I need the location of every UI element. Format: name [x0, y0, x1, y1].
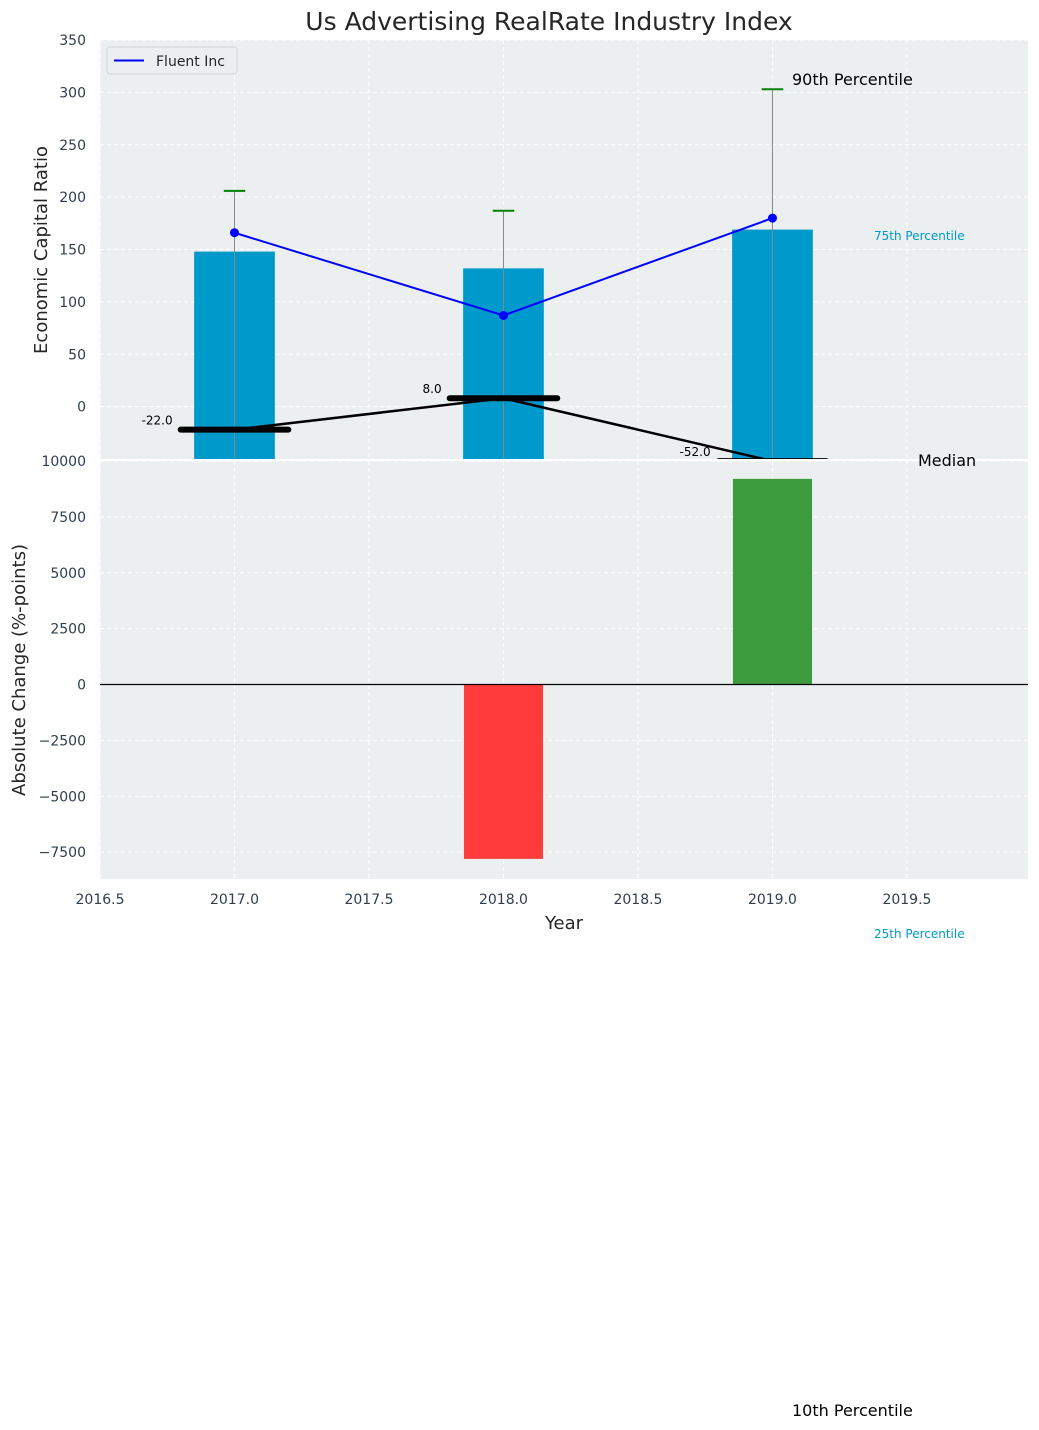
legend-box: [106, 46, 238, 75]
x-tick-label: 2019.0: [748, 892, 797, 908]
top-y-tick-label: 100: [59, 295, 86, 311]
median-value-label: 8.0: [423, 382, 442, 396]
median-value-label: -22.0: [142, 414, 173, 428]
bottom-y-tick-label: 0: [77, 678, 86, 694]
x-tick-label: 2017.0: [210, 892, 259, 908]
top-y-tick-label: 50: [68, 347, 86, 363]
bottom-y-tick-label: 10000: [41, 454, 86, 470]
annotation-median: Median: [918, 451, 976, 470]
bottom-y-axis-label: Absolute Change (%-points): [9, 544, 30, 796]
bottom-y-tick-label: −5000: [39, 789, 86, 805]
x-tick-label: 2018.0: [479, 892, 528, 908]
company-series-point: [767, 213, 777, 223]
company-series-point: [229, 228, 239, 238]
bottom-y-tick-label: 5000: [50, 566, 86, 582]
legend: Fluent Inc: [106, 46, 238, 75]
median-value-label: -52.0: [680, 445, 711, 459]
bottom-y-tick-label: −2500: [39, 733, 86, 749]
median-group: [177, 395, 829, 459]
annotation-10th-percentile: 10th Percentile: [792, 1401, 913, 1420]
x-tick-label: 2018.5: [613, 892, 662, 908]
x-tick-label: 2019.5: [882, 892, 931, 908]
top-y-tick-label: 0: [77, 400, 86, 416]
top-y-tick-label: 300: [59, 85, 86, 101]
x-tick-label: 2016.5: [76, 892, 125, 908]
annotation-75th-percentile: 75th Percentile: [874, 229, 965, 243]
bottom-y-tick-label: 2500: [50, 622, 86, 638]
top-y-tick-label: 150: [59, 243, 86, 259]
top-y-tick-label: 200: [59, 190, 86, 206]
x-axis-label: Year: [544, 913, 584, 934]
legend-label: Fluent Inc: [156, 54, 225, 70]
chart-title: Us Advertising RealRate Industry Index: [305, 7, 792, 36]
top-y-axis-label: Economic Capital Ratio: [31, 146, 52, 354]
bottom-y-tick-label: 7500: [50, 510, 86, 526]
top-y-tick-label: 350: [59, 33, 86, 49]
top-y-tick-label: 250: [59, 138, 86, 154]
annotation-25th-percentile: 25th Percentile: [874, 927, 965, 941]
company-series-point: [498, 310, 508, 320]
change-bar-negative: [463, 684, 544, 859]
bottom-plot-area: [100, 461, 1028, 879]
bottom-y-tick-label: −7500: [39, 845, 86, 861]
x-tick-label: 2017.5: [344, 892, 393, 908]
change-bar-positive: [732, 478, 813, 685]
annotation-90th-percentile: 90th Percentile: [792, 70, 913, 89]
